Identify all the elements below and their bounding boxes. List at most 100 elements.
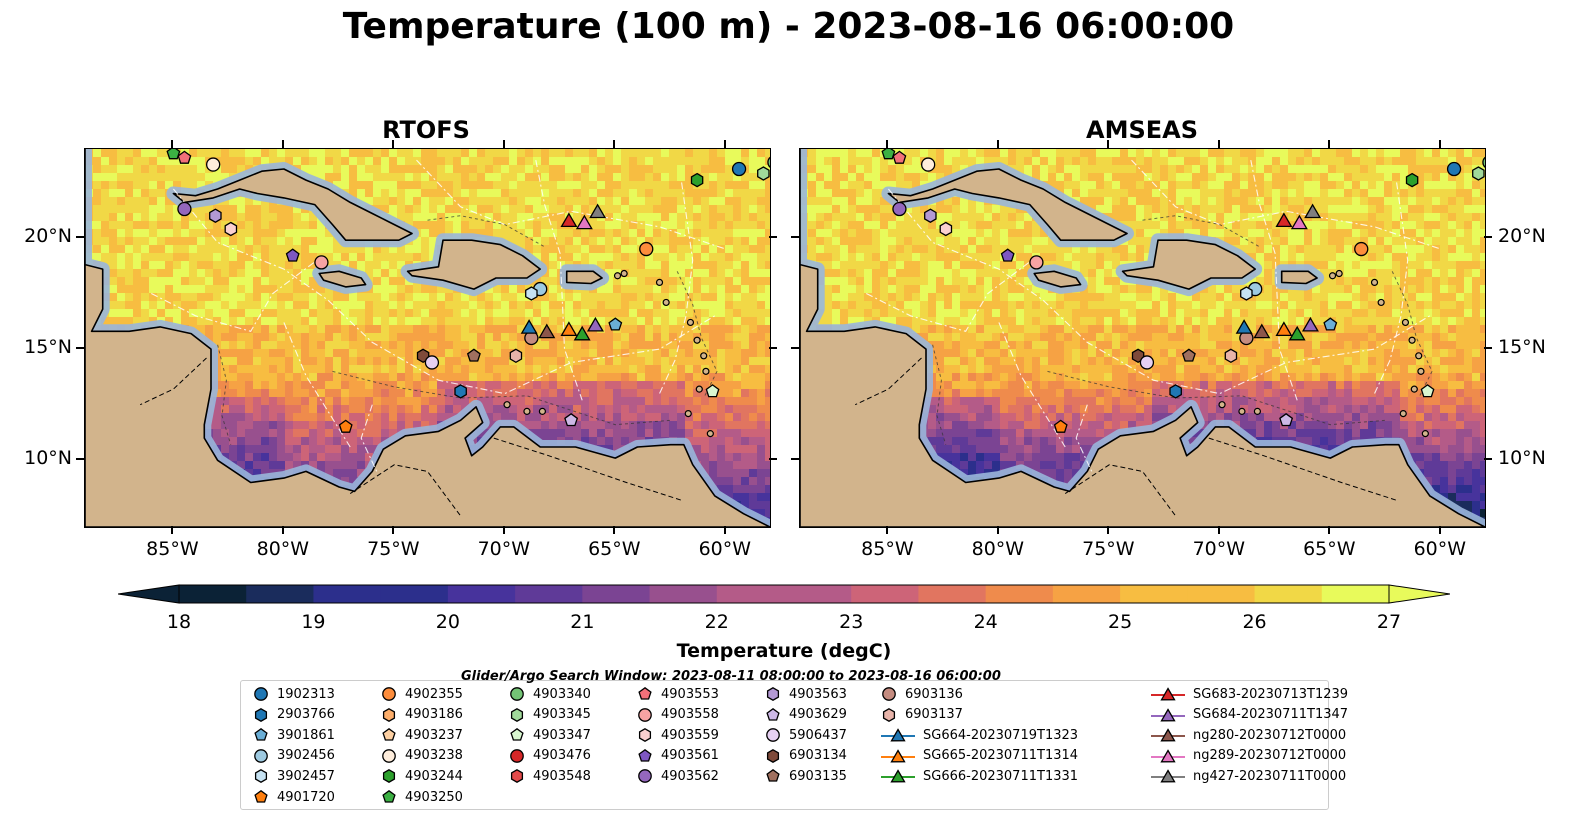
- colorbar-segment: [515, 585, 583, 603]
- legend-marker-icon: [382, 707, 396, 722]
- lon-tick-mark: [171, 526, 174, 534]
- lon-tick-mark: [996, 526, 999, 534]
- lat-tick-mark: [769, 458, 777, 461]
- platform-marker: [924, 208, 937, 223]
- legend-marker: [766, 748, 780, 763]
- platform-marker: [538, 323, 556, 339]
- legend-marker: [890, 748, 906, 763]
- legend-entry: 4901720: [253, 788, 335, 806]
- legend-marker-icon: [510, 769, 524, 784]
- legend-marker-icon: [766, 769, 780, 783]
- legend-marker-icon: [382, 769, 396, 784]
- platform-marker: [1420, 384, 1435, 398]
- colorbar-tick-label: 27: [1376, 611, 1402, 633]
- lat-tick-mark: [1484, 458, 1492, 461]
- platform-marker: [285, 248, 300, 262]
- platform-marker: [177, 201, 192, 217]
- legend-marker-icon: [638, 728, 652, 743]
- legend-marker-icon: [882, 687, 896, 701]
- lon-tick-mark: [613, 140, 616, 148]
- legend-label: ng289-20230712T0000: [1193, 748, 1347, 764]
- lat-tick-label: 20°N: [1498, 224, 1546, 247]
- legend-label: 4901720: [277, 789, 335, 805]
- platform-marker: [690, 172, 704, 188]
- legend-marker: [638, 769, 652, 784]
- legend-marker: [382, 789, 396, 803]
- colorbar-tick-label: 23: [839, 611, 864, 633]
- legend-marker-icon: [382, 728, 396, 741]
- legend-label: SG664-20230719T1323: [923, 727, 1079, 743]
- lat-tick-mark: [791, 347, 799, 350]
- legend-marker: [882, 707, 896, 722]
- legend-marker: [510, 769, 524, 784]
- platform-marker: [209, 208, 222, 223]
- land: [800, 149, 1485, 527]
- legend-marker-icon: [1151, 728, 1185, 742]
- legend-marker: [254, 728, 268, 741]
- platform-marker: [639, 241, 654, 257]
- legend-entry: 3901861: [253, 726, 335, 744]
- legend-entry: 4902355: [381, 685, 463, 703]
- lat-tick-mark: [791, 458, 799, 461]
- legend-label: 4903476: [533, 748, 591, 764]
- legend-marker: [510, 687, 524, 701]
- platform-marker: [573, 325, 591, 341]
- lat-tick-label: 15°N: [24, 336, 72, 359]
- legend-marker-icon: [1151, 707, 1185, 722]
- legend-label: 4903347: [533, 727, 591, 743]
- legend-marker: [254, 769, 268, 784]
- legend-marker-icon: [510, 707, 524, 722]
- lon-tick-mark: [502, 526, 505, 534]
- legend-label: 4903558: [661, 707, 719, 723]
- legend-entry: SG664-20230719T1323: [881, 726, 1078, 744]
- platform-marker: [1446, 161, 1462, 177]
- legend-entry: SG683-20230713T1239: [1151, 685, 1348, 703]
- platform-marker: [509, 348, 523, 364]
- legend-marker: [510, 707, 524, 722]
- legend-label: 4903563: [789, 686, 847, 702]
- platform-marker: [1275, 212, 1293, 228]
- legend-entry: 1902313: [253, 685, 335, 703]
- lon-tick-mark: [723, 140, 726, 148]
- lon-tick-label: 65°W: [588, 538, 641, 560]
- legend-label: 4903237: [405, 727, 463, 743]
- legend-entry: 4903561: [637, 747, 719, 765]
- legend-entry: 3902456: [253, 747, 335, 765]
- rtofs-map-svg: [85, 149, 770, 527]
- legend-label: SG684-20230711T1347: [1193, 707, 1349, 723]
- colorbar-segment: [851, 585, 919, 603]
- legend-marker-icon: [881, 728, 915, 742]
- legend-label: 4903250: [405, 789, 463, 805]
- platform-marker: [575, 214, 593, 230]
- colorbar-extend-max: [1388, 584, 1451, 604]
- platform-marker: [1240, 286, 1253, 301]
- legend-label: 4903559: [661, 727, 719, 743]
- platform-marker: [1354, 241, 1369, 257]
- platform-marker: [1482, 156, 1485, 168]
- legend-label: 4902355: [405, 686, 463, 702]
- platform-marker: [224, 221, 238, 237]
- legend-marker: [254, 789, 268, 803]
- colorbar-tick-label: 20: [435, 611, 460, 633]
- legend-marker-icon: [638, 707, 652, 722]
- map-panel-amseas: [799, 148, 1486, 528]
- legend-label: 6903136: [905, 686, 963, 702]
- legend-label: 4903553: [661, 686, 719, 702]
- legend-marker: [766, 707, 780, 721]
- legend-label: 4903340: [533, 686, 591, 702]
- legend-label: 4903345: [533, 707, 591, 723]
- figure-title: Temperature (100 m) - 2023-08-16 06:00:0…: [342, 6, 1235, 47]
- platform-marker: [1290, 214, 1308, 230]
- platform-marker: [1301, 316, 1319, 332]
- lat-tick-label: 10°N: [1498, 447, 1546, 470]
- platform-marker: [731, 161, 747, 177]
- colorbar: [117, 584, 1451, 604]
- lon-tick-mark: [392, 140, 395, 148]
- platform-marker: [177, 150, 192, 164]
- legend-marker: [254, 748, 268, 763]
- lat-tick-label: 20°N: [24, 224, 72, 247]
- platform-marker: [1275, 321, 1293, 337]
- platform-marker: [921, 157, 936, 172]
- lat-tick-mark: [76, 458, 84, 461]
- colorbar-tick-label: 21: [570, 611, 595, 633]
